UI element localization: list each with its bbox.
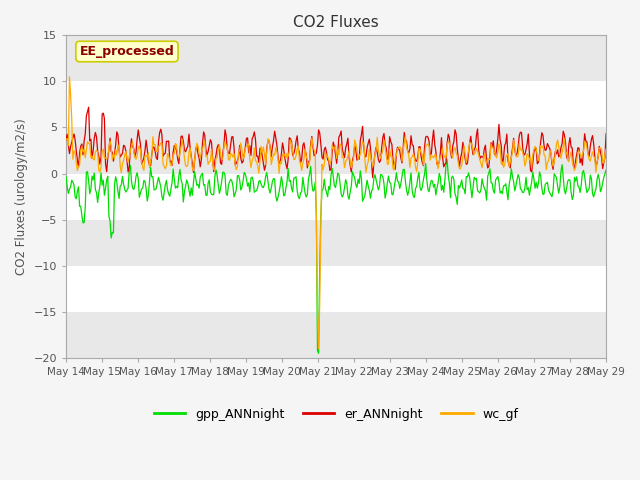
Text: EE_processed: EE_processed [79,45,174,58]
Bar [66,128,606,174]
Y-axis label: CO2 Fluxes (urology/m2/s): CO2 Fluxes (urology/m2/s) [15,118,28,275]
Bar [66,312,606,358]
Bar [66,36,606,82]
Bar [66,219,606,265]
Legend: gpp_ANNnight, er_ANNnight, wc_gf: gpp_ANNnight, er_ANNnight, wc_gf [148,403,524,426]
Title: CO2 Fluxes: CO2 Fluxes [293,15,379,30]
